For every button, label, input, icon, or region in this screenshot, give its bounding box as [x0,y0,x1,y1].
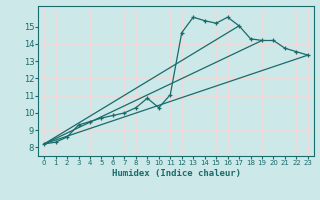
X-axis label: Humidex (Indice chaleur): Humidex (Indice chaleur) [111,169,241,178]
